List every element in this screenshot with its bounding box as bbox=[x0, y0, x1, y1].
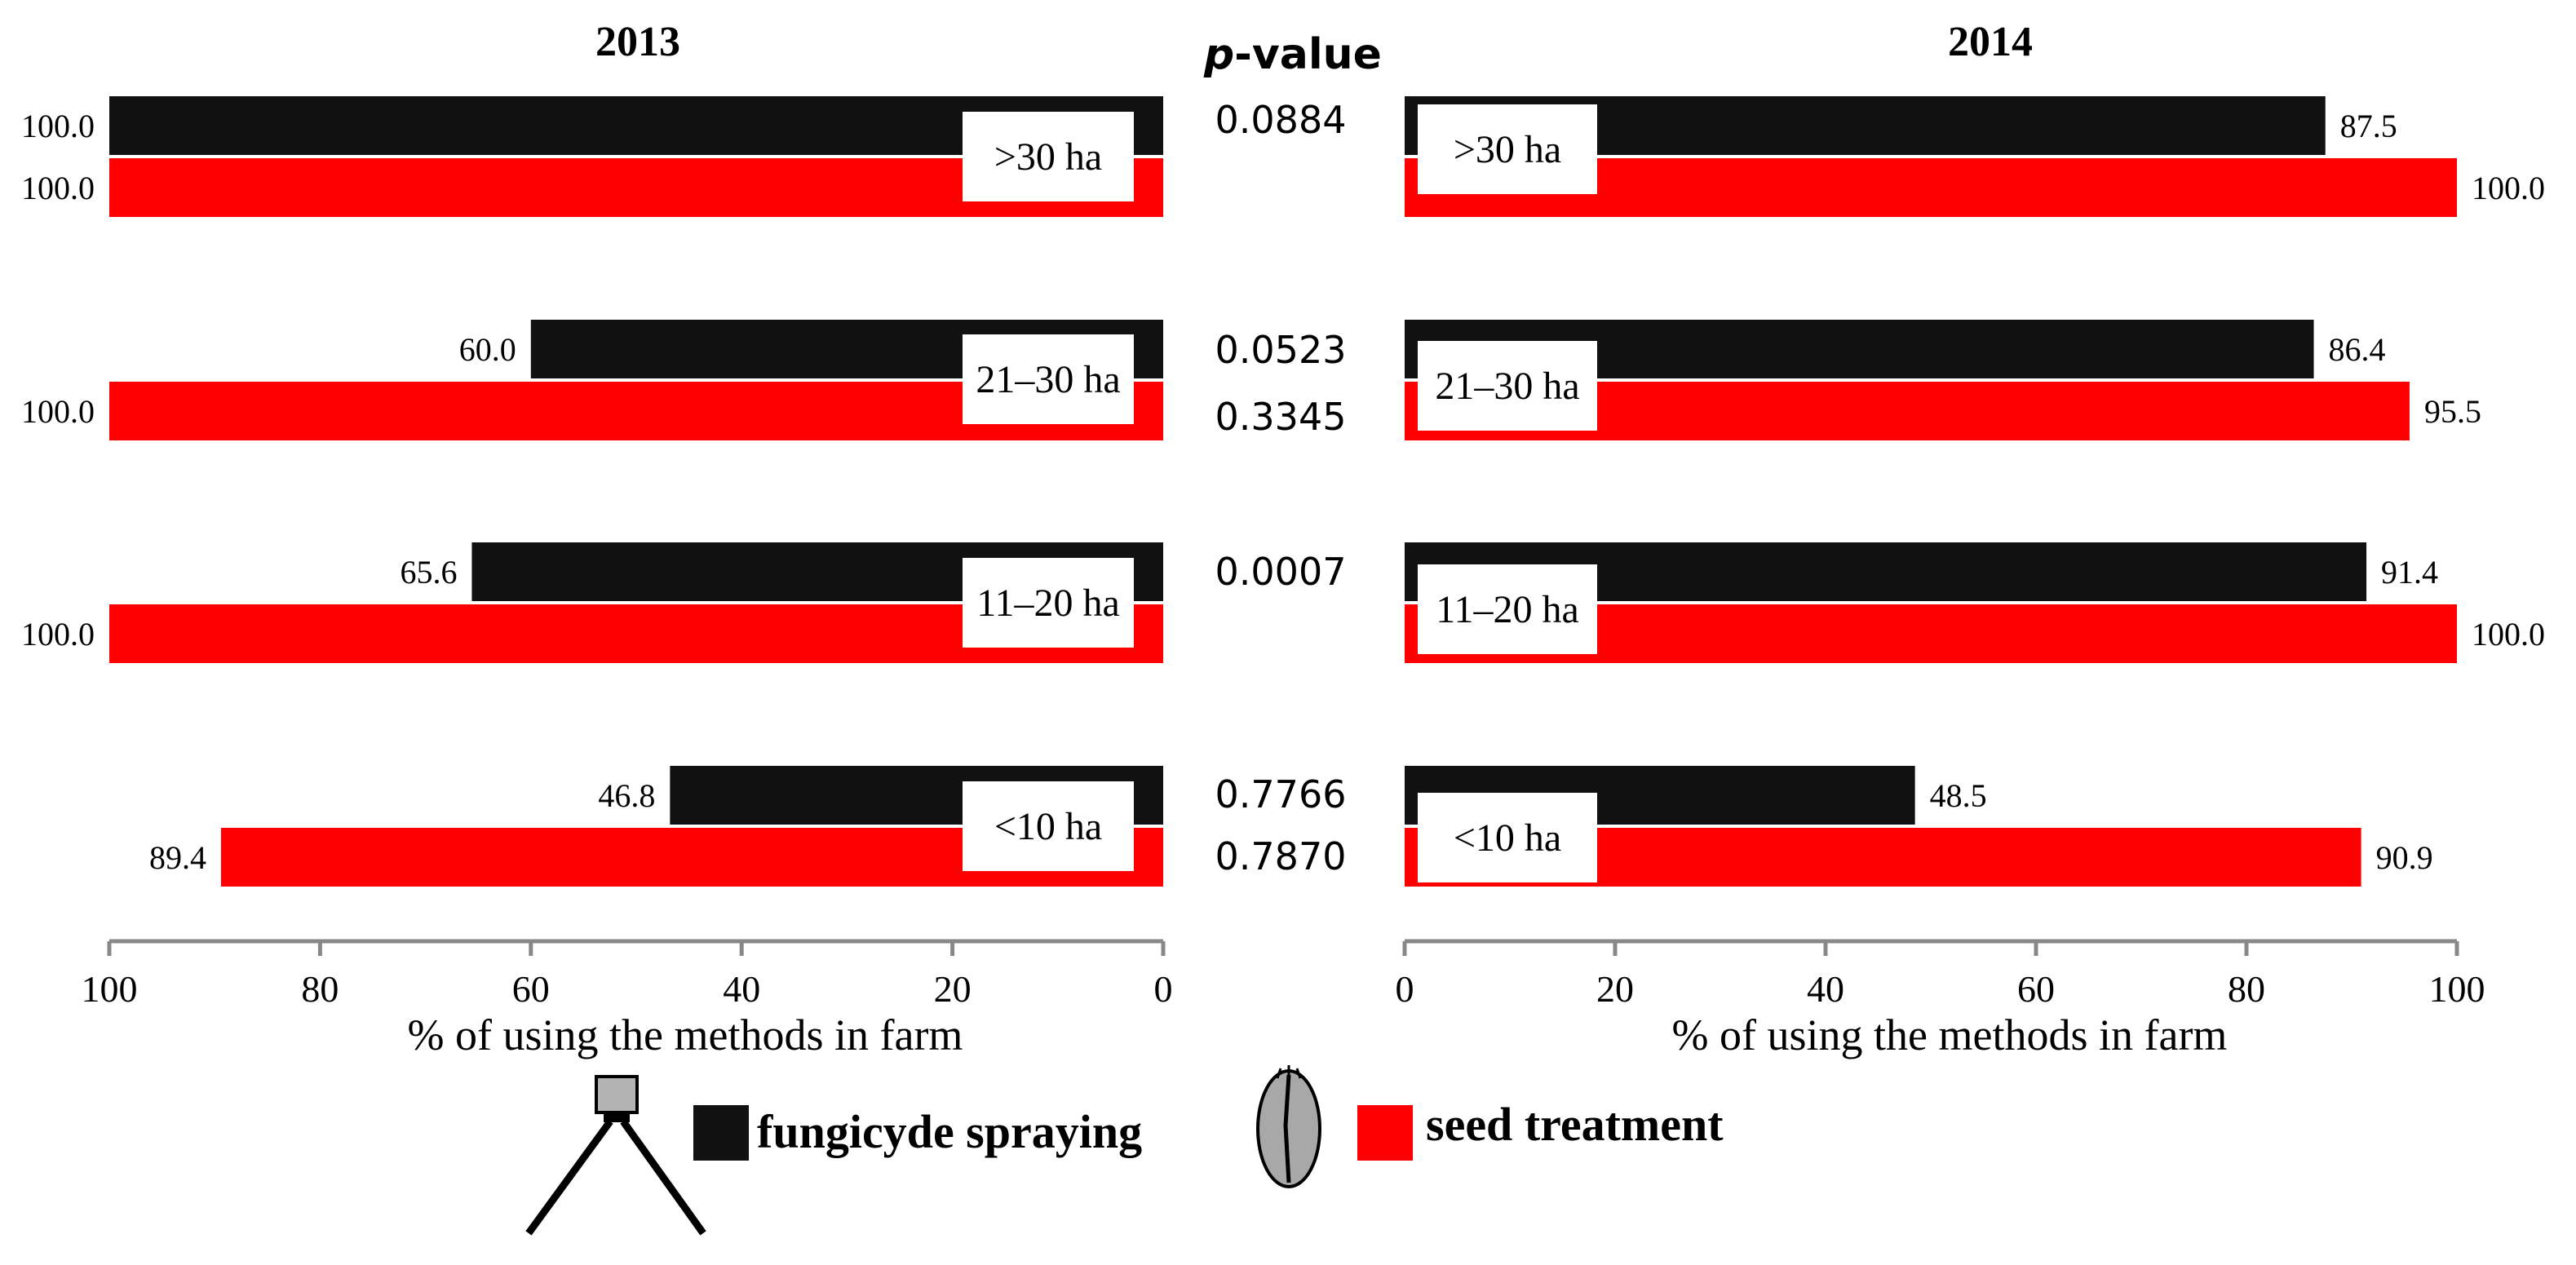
data-label-2013-seed-1: 100.0 bbox=[21, 393, 95, 430]
tick-label-2013-5: 100 bbox=[82, 968, 138, 1010]
category-label-2014-2: 11–20 ha bbox=[1436, 588, 1579, 631]
data-label-2014-fungicide-1: 86.4 bbox=[2329, 331, 2386, 368]
data-label-2014-seed-1: 95.5 bbox=[2424, 393, 2481, 430]
tick-label-2014-0: 0 bbox=[1396, 968, 1414, 1010]
tick-label-2013-4: 80 bbox=[301, 968, 339, 1010]
pvalue-title: p-value bbox=[1203, 30, 1382, 79]
panel-2014: 87.5 100.0 86.4 95.5 91.4 100.0 48.5 90.9 >30 h… bbox=[1396, 96, 2545, 1059]
category-box-2013-3 bbox=[963, 781, 1134, 871]
data-label-2014-fungicide-2: 91.4 bbox=[2381, 554, 2438, 590]
panel-2013: 100.0 100.0 60.0 100.0 65.6 100.0 46.8 89.4 >30… bbox=[21, 96, 1173, 1059]
legend: fungicyde spraying seed treatment bbox=[525, 1065, 1724, 1236]
category-box-2014-2 bbox=[1418, 564, 1597, 654]
pvalue-6: 0.7870 bbox=[1215, 834, 1347, 878]
seed-icon bbox=[1256, 1065, 1321, 1188]
category-label-2013-0: >30 ha bbox=[994, 135, 1102, 179]
legend-swatch-seed bbox=[1357, 1105, 1413, 1161]
category-label-2014-1: 21–30 ha bbox=[1435, 365, 1579, 408]
tick-label-2013-1: 20 bbox=[934, 968, 972, 1010]
data-label-2013-fungicide-3: 46.8 bbox=[598, 777, 655, 814]
bars-2014: 87.5 100.0 86.4 95.5 91.4 100.0 48.5 90.9 bbox=[1405, 96, 2545, 887]
data-label-2013-fungicide-1: 60.0 bbox=[459, 331, 516, 368]
legend-swatch-fungicide bbox=[693, 1105, 749, 1161]
tick-label-2014-1: 20 bbox=[1596, 968, 1634, 1010]
data-label-2013-fungicide-0: 100.0 bbox=[21, 108, 95, 144]
xlabel-2013: % of using the methods in farm bbox=[408, 1011, 963, 1059]
pvalue-5: 0.7766 bbox=[1215, 772, 1347, 816]
data-label-2014-fungicide-3: 48.5 bbox=[1930, 777, 1987, 814]
category-box-2013-0 bbox=[963, 112, 1134, 201]
category-label-2013-2: 11–20 ha bbox=[976, 582, 1120, 625]
pvalue-title-rest: -value bbox=[1234, 30, 1382, 79]
categories-2013: >30 ha 21–30 ha 11–20 ha <10 ha bbox=[963, 112, 1134, 871]
category-label-2013-1: 21–30 ha bbox=[976, 358, 1120, 401]
pvalue-2: 0.0523 bbox=[1215, 328, 1347, 372]
data-label-2013-seed-2: 100.0 bbox=[21, 616, 95, 652]
pvalue-3: 0.3345 bbox=[1215, 395, 1347, 439]
sprayer-icon bbox=[525, 1075, 706, 1236]
data-label-2014-seed-2: 100.0 bbox=[2472, 616, 2545, 652]
tick-label-2014-3: 60 bbox=[2017, 968, 2055, 1010]
data-label-2013-seed-3: 89.4 bbox=[149, 839, 206, 876]
tick-label-2013-3: 60 bbox=[512, 968, 550, 1010]
category-label-2013-3: <10 ha bbox=[994, 805, 1102, 848]
data-label-2013-fungicide-2: 65.6 bbox=[400, 554, 457, 590]
title-2013: 2013 bbox=[595, 19, 680, 65]
category-label-2014-3: <10 ha bbox=[1454, 816, 1561, 860]
data-label-2014-seed-3: 90.9 bbox=[2376, 839, 2433, 876]
category-label-2014-0: >30 ha bbox=[1454, 128, 1561, 171]
data-label-2013-seed-0: 100.0 bbox=[21, 170, 95, 206]
categories-2014: >30 ha 21–30 ha 11–20 ha <10 ha bbox=[1418, 104, 1597, 882]
category-box-2014-3 bbox=[1418, 793, 1597, 882]
tick-label-2014-5: 100 bbox=[2429, 968, 2485, 1010]
tick-label-2014-2: 40 bbox=[1807, 968, 1844, 1010]
tick-label-2014-4: 80 bbox=[2228, 968, 2265, 1010]
category-box-2014-1 bbox=[1418, 341, 1597, 431]
bars-2013: 100.0 100.0 60.0 100.0 65.6 100.0 46.8 89.4 bbox=[21, 96, 1163, 887]
legend-label-fungicide: fungicyde spraying bbox=[757, 1105, 1142, 1158]
ticks-2014: 0 20 40 60 80 100 bbox=[1396, 941, 2485, 1010]
pvalue-1: 0.0884 bbox=[1215, 98, 1347, 142]
category-box-2013-1 bbox=[963, 334, 1134, 424]
data-label-2014-fungicide-0: 87.5 bbox=[2340, 108, 2397, 144]
pvalue-4: 0.0007 bbox=[1215, 550, 1347, 594]
ticks-2013: 0 20 40 60 80 100 bbox=[82, 941, 1173, 1010]
xlabel-2014: % of using the methods in farm bbox=[1672, 1011, 2228, 1059]
legend-label-seed: seed treatment bbox=[1426, 1098, 1724, 1151]
tick-label-2013-2: 40 bbox=[723, 968, 760, 1010]
pvalue-title-p: p bbox=[1203, 30, 1234, 79]
category-box-2014-0 bbox=[1418, 104, 1597, 194]
data-label-2014-seed-0: 100.0 bbox=[2472, 170, 2545, 206]
title-2014: 2014 bbox=[1948, 19, 2033, 65]
category-box-2013-2 bbox=[963, 558, 1134, 648]
tick-label-2013-0: 0 bbox=[1154, 968, 1173, 1010]
